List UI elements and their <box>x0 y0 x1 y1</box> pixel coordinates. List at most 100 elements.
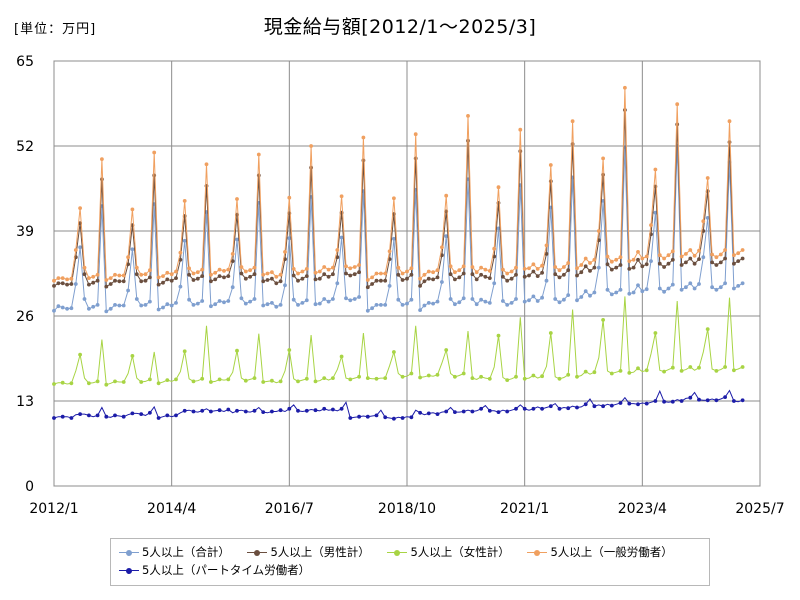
data-point <box>357 295 361 299</box>
data-point <box>52 278 56 283</box>
data-point <box>418 276 422 281</box>
data-point <box>732 399 736 403</box>
data-point <box>278 408 283 413</box>
data-point <box>296 278 300 283</box>
data-point <box>666 253 671 258</box>
data-point <box>191 409 196 414</box>
data-point <box>435 412 440 416</box>
data-point <box>679 287 684 292</box>
data-point <box>387 249 392 254</box>
data-point <box>396 297 401 302</box>
data-point <box>339 406 344 411</box>
data-point <box>243 409 248 414</box>
data-point <box>675 122 680 127</box>
data-point <box>653 331 658 335</box>
data-point <box>518 149 523 154</box>
data-point <box>444 193 449 198</box>
data-point <box>213 277 218 282</box>
data-point <box>740 256 745 261</box>
x-tick-label: 2012/1 <box>29 501 78 517</box>
data-point <box>662 289 666 294</box>
data-point <box>291 267 296 271</box>
data-point <box>531 269 536 274</box>
data-point <box>636 283 640 288</box>
data-point <box>479 406 483 411</box>
data-point <box>553 265 558 269</box>
data-point <box>235 408 239 413</box>
data-point <box>444 409 449 414</box>
data-point <box>309 144 313 148</box>
data-point <box>161 274 165 278</box>
data-point <box>304 376 309 381</box>
legend-label: 5人以上（女性計） <box>410 545 510 559</box>
data-point <box>692 261 697 266</box>
data-point <box>531 294 536 299</box>
data-point <box>169 278 174 283</box>
data-point <box>213 302 218 307</box>
data-point <box>278 272 283 277</box>
data-point <box>134 272 139 277</box>
data-point <box>623 108 627 112</box>
legend-label: 5人以上（合計） <box>142 545 230 559</box>
data-point <box>104 278 109 282</box>
data-point <box>418 410 422 415</box>
data-point <box>278 303 283 307</box>
data-point <box>248 274 253 279</box>
data-point <box>409 272 414 277</box>
data-point <box>65 306 69 311</box>
series-layer <box>52 85 745 421</box>
data-point <box>461 371 466 376</box>
data-point <box>304 408 309 413</box>
data-point <box>448 272 453 277</box>
data-point <box>570 142 575 146</box>
data-point <box>313 379 318 384</box>
data-point <box>187 266 192 271</box>
data-point <box>248 299 253 304</box>
data-point <box>200 299 205 303</box>
data-point <box>566 372 571 377</box>
data-point <box>732 253 736 258</box>
data-point <box>575 273 579 278</box>
data-point <box>553 297 558 301</box>
data-point <box>300 301 305 305</box>
data-point <box>697 365 701 370</box>
data-point <box>265 278 270 282</box>
data-point <box>727 140 732 145</box>
data-point <box>313 302 318 307</box>
data-point <box>557 300 562 305</box>
data-point <box>169 303 174 308</box>
data-point <box>69 276 74 281</box>
data-point <box>235 237 239 242</box>
data-point <box>309 165 313 170</box>
data-point <box>413 156 418 161</box>
data-point <box>548 404 553 409</box>
data-point <box>732 368 736 373</box>
data-point <box>165 378 170 382</box>
data-point <box>431 301 435 306</box>
data-point <box>248 268 253 273</box>
data-point <box>679 254 684 259</box>
data-point <box>148 268 152 273</box>
data-point <box>705 398 710 403</box>
data-point <box>95 413 100 418</box>
data-point <box>82 297 87 301</box>
data-point <box>623 85 627 90</box>
data-point <box>718 285 723 290</box>
data-point <box>156 416 161 420</box>
data-point <box>357 374 361 379</box>
data-point <box>505 271 510 276</box>
data-point <box>191 379 196 384</box>
data-point <box>496 333 501 338</box>
data-point <box>161 305 165 310</box>
data-point <box>226 267 231 272</box>
data-point <box>392 196 396 201</box>
unit-label: [単位：万円] <box>14 22 97 37</box>
data-point <box>514 297 518 301</box>
data-point <box>274 304 279 309</box>
data-point <box>522 299 527 304</box>
data-point <box>121 380 126 384</box>
legend-marker-icon <box>119 567 139 575</box>
data-point <box>392 236 396 241</box>
data-point <box>113 272 117 277</box>
data-point <box>514 374 518 379</box>
